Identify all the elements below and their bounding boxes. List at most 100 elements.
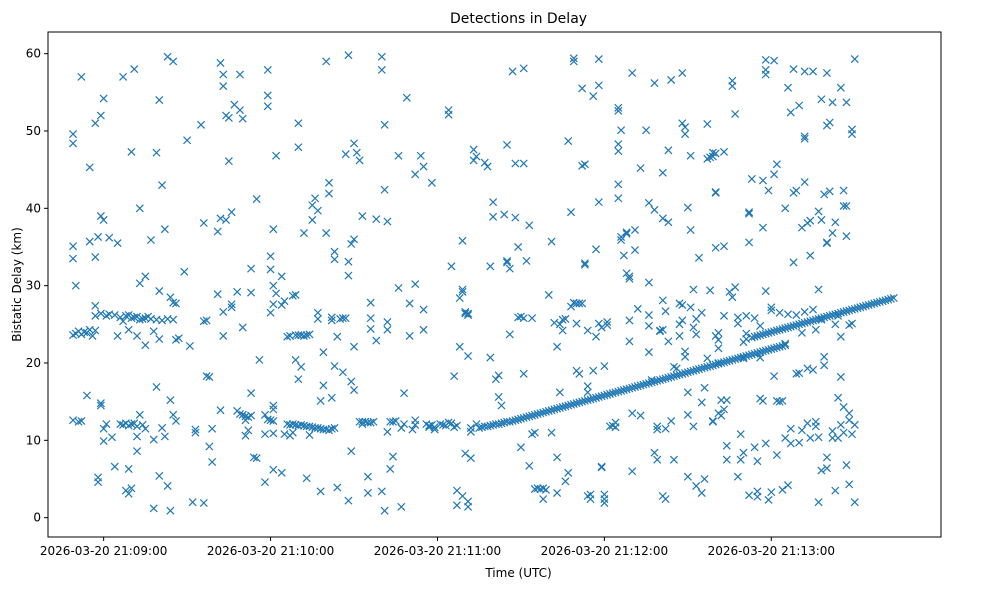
data-point <box>316 487 325 496</box>
data-point <box>831 320 840 329</box>
data-point <box>580 260 589 269</box>
data-point <box>408 425 417 434</box>
data-point <box>644 198 653 207</box>
data-point <box>260 478 270 487</box>
data-point <box>678 68 687 78</box>
data-point <box>149 327 158 336</box>
data-point <box>327 316 336 325</box>
data-point <box>327 424 336 433</box>
data-point <box>391 416 400 426</box>
data-point <box>330 362 339 371</box>
data-point <box>224 157 233 166</box>
data-point <box>644 348 653 357</box>
data-point <box>770 170 779 179</box>
data-point <box>681 123 690 132</box>
data-point <box>316 396 325 405</box>
data-point <box>166 506 175 515</box>
data-point <box>269 300 278 309</box>
chart-title: Detections in Delay <box>450 11 587 27</box>
data-point <box>745 209 754 218</box>
data-point <box>694 253 703 262</box>
data-point <box>689 323 698 332</box>
data-points <box>69 51 898 515</box>
data-point <box>241 431 250 440</box>
data-point <box>166 396 175 405</box>
data-point <box>594 81 603 90</box>
data-point <box>377 487 386 496</box>
data-point <box>333 483 342 492</box>
data-point <box>733 313 742 322</box>
data-point <box>464 502 473 511</box>
data-point <box>828 98 837 107</box>
data-point <box>681 130 690 139</box>
data-point <box>344 257 353 266</box>
data-point <box>163 481 172 490</box>
data-point <box>444 418 453 427</box>
data-point <box>703 354 712 363</box>
data-point <box>847 319 857 328</box>
data-point <box>742 329 751 338</box>
data-point <box>547 428 556 437</box>
data-point <box>661 495 670 504</box>
data-point <box>269 225 278 234</box>
data-point <box>825 118 834 127</box>
data-point <box>233 287 242 296</box>
data-point <box>249 453 258 462</box>
data-point <box>152 148 161 157</box>
data-point <box>622 229 631 238</box>
data-point <box>770 372 779 381</box>
data-point <box>630 225 640 235</box>
data-point <box>611 418 620 427</box>
data-point <box>561 477 570 486</box>
data-point <box>77 72 86 81</box>
data-point <box>191 428 200 437</box>
data-point <box>594 319 603 328</box>
data-point <box>778 396 787 405</box>
data-point <box>544 290 553 299</box>
data-point <box>394 283 403 293</box>
data-point <box>786 108 795 117</box>
data-point <box>803 419 812 428</box>
data-point <box>141 272 150 281</box>
data-point <box>814 433 823 442</box>
data-point <box>160 432 169 441</box>
data-point <box>352 148 361 157</box>
data-point <box>110 462 119 471</box>
data-point <box>69 130 78 139</box>
data-point <box>886 294 895 303</box>
data-point <box>661 424 670 433</box>
data-point <box>806 433 815 443</box>
data-point <box>661 307 670 316</box>
data-point <box>650 448 659 457</box>
data-point <box>519 159 528 168</box>
data-point <box>107 433 117 442</box>
data-point <box>91 311 100 320</box>
data-point <box>822 464 831 473</box>
data-point <box>817 215 826 224</box>
data-point <box>330 255 339 264</box>
data-point <box>733 319 742 328</box>
data-point <box>683 410 692 419</box>
data-point <box>88 331 97 340</box>
data-point <box>294 375 303 384</box>
data-point <box>625 337 634 346</box>
data-point <box>146 236 155 245</box>
data-point <box>119 317 128 326</box>
data-point <box>519 64 528 73</box>
data-point <box>158 423 167 432</box>
data-point <box>814 285 823 294</box>
data-point <box>539 495 548 504</box>
data-point <box>447 262 456 271</box>
data-point <box>678 316 687 325</box>
data-point <box>758 176 767 185</box>
data-point <box>219 307 228 316</box>
data-point <box>183 136 192 145</box>
data-point <box>753 492 762 501</box>
data-point <box>277 272 286 281</box>
data-point <box>427 178 436 187</box>
data-point <box>505 264 514 273</box>
data-point <box>811 325 820 334</box>
data-point <box>644 278 653 287</box>
data-point <box>208 457 217 467</box>
data-point <box>633 304 642 313</box>
